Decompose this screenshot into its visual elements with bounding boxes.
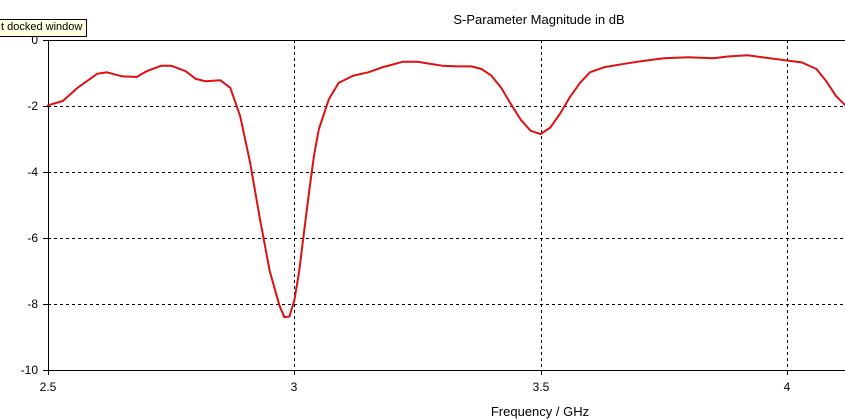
x-axis-label: Frequency / GHz	[491, 404, 589, 419]
plot-area	[47, 40, 845, 371]
y-tick-label: 0	[31, 33, 38, 47]
series-line	[47, 54, 845, 319]
tick-labels: 2.5 3 3.5 4 0 -2 -4 -6 -8 -10	[21, 33, 791, 394]
x-tick-label: 3	[291, 380, 298, 394]
plot-border	[48, 40, 845, 371]
y-tick-label: -10	[21, 363, 39, 377]
x-tick-label: 3.5	[533, 380, 550, 394]
x-tick-label: 4	[784, 380, 791, 394]
docked-window-tooltip: t docked window	[0, 19, 88, 37]
y-tick-label: -4	[27, 165, 38, 179]
axis-ticks	[43, 40, 788, 375]
x-tick-label: 2.5	[40, 380, 57, 394]
grid	[48, 40, 845, 370]
series-group	[47, 54, 845, 319]
chart-title: S-Parameter Magnitude in dB	[453, 12, 624, 27]
y-tick-label: -2	[27, 99, 38, 113]
y-tick-label: -6	[27, 231, 38, 245]
y-tick-label: -8	[27, 297, 38, 311]
